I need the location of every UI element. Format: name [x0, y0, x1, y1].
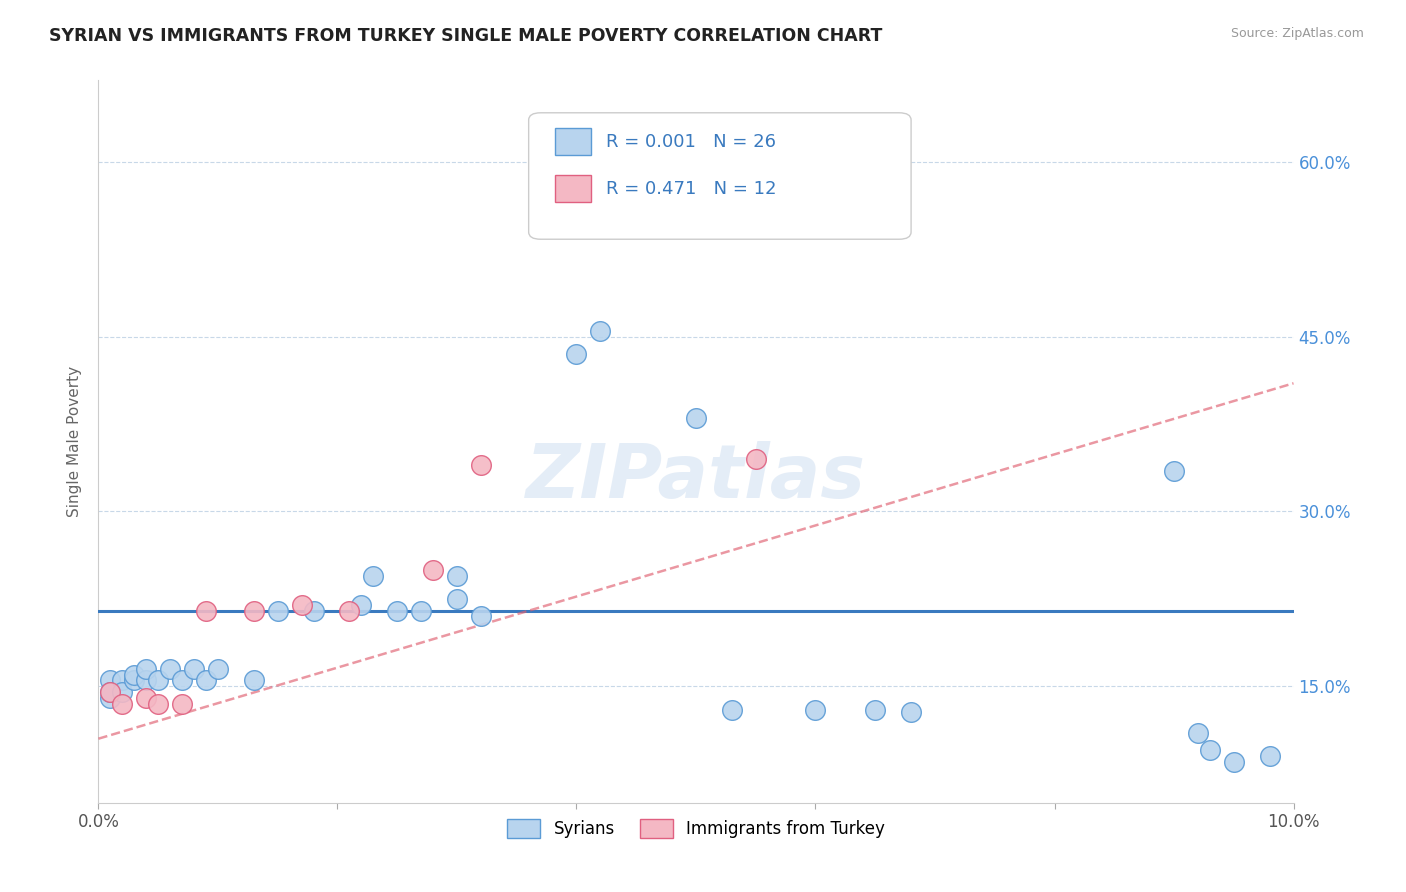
Immigrants from Turkey: [172, 697, 194, 711]
Syrians: [350, 598, 373, 612]
Immigrants from Turkey: [135, 690, 157, 705]
Immigrants from Turkey: [745, 452, 768, 467]
Syrians: [411, 603, 433, 617]
Immigrants from Turkey: [243, 603, 266, 617]
Y-axis label: Single Male Poverty: Single Male Poverty: [67, 366, 83, 517]
Syrians: [135, 673, 157, 688]
Text: SYRIAN VS IMMIGRANTS FROM TURKEY SINGLE MALE POVERTY CORRELATION CHART: SYRIAN VS IMMIGRANTS FROM TURKEY SINGLE …: [49, 27, 883, 45]
Syrians: [721, 702, 744, 716]
Syrians: [111, 685, 134, 699]
Syrians: [159, 662, 181, 676]
Syrians: [804, 702, 827, 716]
FancyBboxPatch shape: [529, 112, 911, 239]
Immigrants from Turkey: [422, 563, 444, 577]
Syrians: [470, 609, 492, 624]
Immigrants from Turkey: [291, 598, 314, 612]
Syrians: [446, 568, 468, 582]
Text: R = 0.471   N = 12: R = 0.471 N = 12: [606, 179, 778, 198]
Syrians: [685, 411, 707, 425]
Legend: Syrians, Immigrants from Turkey: Syrians, Immigrants from Turkey: [501, 813, 891, 845]
Syrians: [1199, 743, 1222, 757]
Syrians: [865, 702, 887, 716]
Syrians: [172, 673, 194, 688]
Syrians: [900, 705, 922, 719]
Immigrants from Turkey: [195, 603, 218, 617]
Text: Source: ZipAtlas.com: Source: ZipAtlas.com: [1230, 27, 1364, 40]
Syrians: [148, 673, 170, 688]
FancyBboxPatch shape: [555, 175, 591, 202]
Immigrants from Turkey: [339, 603, 361, 617]
Syrians: [363, 568, 385, 582]
Syrians: [565, 347, 588, 361]
Immigrants from Turkey: [470, 458, 492, 472]
Text: ZIPatlas: ZIPatlas: [526, 442, 866, 514]
Syrians: [124, 667, 146, 681]
Syrians: [446, 591, 468, 606]
Immigrants from Turkey: [111, 697, 134, 711]
Syrians: [98, 685, 122, 699]
Immigrants from Turkey: [148, 697, 170, 711]
FancyBboxPatch shape: [555, 128, 591, 155]
Syrians: [183, 662, 205, 676]
Syrians: [385, 603, 409, 617]
Syrians: [135, 662, 157, 676]
Syrians: [111, 673, 134, 688]
Syrians: [1187, 726, 1209, 740]
Syrians: [243, 673, 266, 688]
Text: R = 0.001   N = 26: R = 0.001 N = 26: [606, 133, 776, 151]
Syrians: [195, 673, 218, 688]
Syrians: [1258, 749, 1281, 764]
Syrians: [98, 673, 122, 688]
Syrians: [302, 603, 325, 617]
Syrians: [207, 662, 229, 676]
Immigrants from Turkey: [98, 685, 122, 699]
Syrians: [98, 690, 122, 705]
Syrians: [267, 603, 290, 617]
Syrians: [1223, 755, 1246, 769]
Syrians: [1163, 464, 1185, 478]
Syrians: [124, 673, 146, 688]
Syrians: [589, 324, 612, 338]
